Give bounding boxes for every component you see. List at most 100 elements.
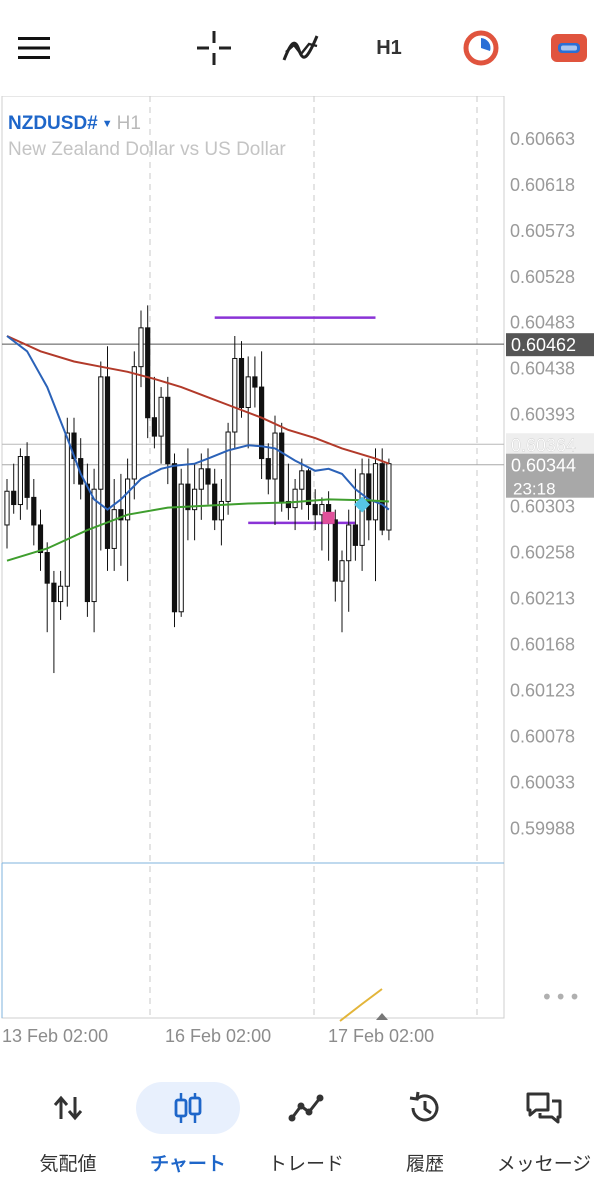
candle-22 <box>151 417 158 437</box>
time-label-2: 17 Feb 02:00 <box>328 1026 434 1046</box>
candle-27 <box>185 483 191 511</box>
candle-0 <box>4 490 10 526</box>
moving-average-0 <box>6 335 390 465</box>
candle-12 <box>84 483 91 603</box>
one-click-trading-button[interactable] <box>458 24 504 72</box>
candle-51 <box>346 524 352 562</box>
candle-13 <box>91 488 97 603</box>
moving-average-2 <box>6 498 389 562</box>
crosshair-button[interactable] <box>192 24 236 72</box>
candle-14 <box>98 376 104 490</box>
candlestick-chart-icon <box>174 1093 202 1123</box>
price-chart[interactable]: 0.606630.606180.605730.605280.604830.604… <box>0 96 612 1070</box>
candle-19 <box>131 366 137 480</box>
price-tick-7: 0.60303 <box>510 497 575 517</box>
candle-29 <box>198 468 204 490</box>
price-tick-14: 0.59988 <box>510 818 575 838</box>
toggle-icon <box>551 34 587 62</box>
candle-38 <box>259 386 265 460</box>
nav-history-icon-wrap <box>373 1082 477 1134</box>
nav-trade[interactable]: トレード <box>246 1070 366 1190</box>
nav-chart-label: チャート <box>150 1153 226 1175</box>
candle-43 <box>292 488 298 509</box>
candle-24 <box>165 396 171 465</box>
price-label-bg-1 <box>506 433 594 457</box>
current-bar-marker <box>376 1013 388 1020</box>
nav-messages-label: メッセージ <box>496 1153 592 1175</box>
hamburger-menu-icon <box>18 37 50 59</box>
candle-1 <box>11 490 17 506</box>
symbol-description: New Zealand Dollar vs US Dollar <box>8 139 286 160</box>
candle-36 <box>245 376 251 409</box>
candle-57 <box>386 463 392 531</box>
candle-35 <box>238 357 245 409</box>
candle-6 <box>44 552 50 584</box>
price-tick-5: 0.60438 <box>510 359 575 379</box>
price-tick-2: 0.60573 <box>510 221 575 241</box>
history-clock-icon <box>409 1091 439 1122</box>
candle-32 <box>218 500 225 521</box>
timeframe-button[interactable]: H1 <box>366 24 412 72</box>
trade-marker-1 <box>354 496 371 513</box>
candle-30 <box>205 468 211 485</box>
price-tick-4: 0.60483 <box>510 313 575 333</box>
indicators-button[interactable] <box>278 24 324 72</box>
subwindow-indicator-line <box>339 988 383 1022</box>
nav-messages[interactable]: メッセージ <box>484 1070 604 1190</box>
candle-34 <box>232 357 238 433</box>
candle-55 <box>372 463 379 521</box>
candle-23 <box>158 396 164 437</box>
candle-44 <box>299 470 305 490</box>
one-click-trade-icon <box>463 30 499 66</box>
candle-47 <box>319 504 325 516</box>
candle-9 <box>64 432 70 587</box>
nav-history[interactable]: 履歴 <box>365 1070 485 1190</box>
candle-7 <box>51 582 57 603</box>
candle-37 <box>252 376 258 388</box>
candle-40 <box>272 432 278 480</box>
up-down-arrows-icon <box>53 1095 83 1121</box>
menu-button[interactable] <box>12 24 56 72</box>
price-label-1: 0.60364 <box>511 435 576 455</box>
price-tick-9: 0.60213 <box>510 588 575 608</box>
price-label-bg-2 <box>506 453 594 498</box>
nav-messages-icon-wrap <box>492 1082 596 1134</box>
candle-31 <box>212 483 218 521</box>
price-label-2: 0.60344 <box>511 456 576 476</box>
candle-21 <box>145 327 151 419</box>
candle-50 <box>339 560 345 582</box>
candle-52 <box>352 524 358 546</box>
symbol-name: NZDUSD# <box>8 113 98 134</box>
trade-panel-toggle-button[interactable] <box>546 24 592 72</box>
nav-quotes[interactable]: 気配値 <box>8 1070 128 1190</box>
price-tick-12: 0.60078 <box>510 726 575 746</box>
candle-46 <box>312 504 318 516</box>
trade-line-icon <box>288 1094 324 1122</box>
nav-history-label: 履歴 <box>405 1153 444 1175</box>
nav-chart-icon-wrap <box>136 1082 240 1134</box>
candle-18 <box>125 478 131 521</box>
messages-icon <box>526 1092 562 1124</box>
candle-8 <box>58 585 64 603</box>
bar-countdown: 23:18 <box>513 480 556 499</box>
price-tick-11: 0.60123 <box>510 680 575 700</box>
nav-trade-label: トレード <box>267 1153 344 1175</box>
more-options-icon[interactable]: ••• <box>541 985 583 1009</box>
nav-quotes-icon-wrap <box>16 1082 120 1134</box>
nav-chart[interactable]: チャート <box>128 1070 248 1190</box>
top-toolbar: H1 <box>0 0 612 96</box>
price-label-bg-0 <box>506 333 594 357</box>
trade-marker-0 <box>322 511 335 524</box>
candle-41 <box>279 432 285 502</box>
candle-49 <box>332 519 338 582</box>
symbol-dropdown-icon: ▼ <box>101 118 113 130</box>
moving-average-1 <box>6 335 390 511</box>
candle-56 <box>379 463 385 531</box>
candle-16 <box>111 509 117 549</box>
bottom-navigation: 気配値 チャート トレード <box>0 1070 612 1200</box>
symbol-header[interactable]: NZDUSD# ▼ H1 <box>8 113 141 135</box>
candle-17 <box>118 509 124 521</box>
candle-45 <box>305 470 312 506</box>
candle-5 <box>37 524 44 554</box>
nav-quotes-label: 気配値 <box>39 1153 97 1175</box>
